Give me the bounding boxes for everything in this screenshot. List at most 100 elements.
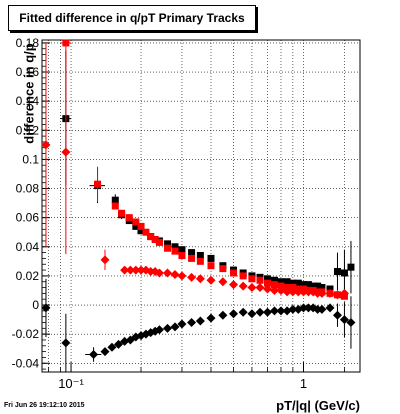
y-tick-label: 0.18 <box>16 36 40 50</box>
data-point <box>247 309 257 319</box>
data-point <box>299 303 309 313</box>
data-point <box>125 214 133 222</box>
y-tick-label: 0.04 <box>16 240 40 254</box>
data-point <box>339 288 349 298</box>
data-point <box>132 218 140 226</box>
data-point <box>147 233 155 241</box>
data-point <box>100 255 110 265</box>
data-point <box>238 281 248 291</box>
data-point <box>288 287 298 297</box>
timestamp: Fri Jun 26 19:12:10 2015 <box>4 402 85 409</box>
data-point <box>154 325 164 335</box>
data-point <box>283 278 291 286</box>
data-point <box>196 252 204 260</box>
data-point <box>111 202 119 210</box>
data-point <box>288 304 298 314</box>
data-point <box>263 275 271 283</box>
data-point <box>100 347 110 357</box>
data-point <box>178 246 186 254</box>
data-point <box>113 339 123 349</box>
data-point <box>177 271 187 281</box>
data-point <box>125 265 135 275</box>
data-point <box>219 265 227 273</box>
data-point <box>163 323 173 333</box>
data-point <box>177 319 187 329</box>
data-point <box>118 209 126 217</box>
data-point <box>304 281 312 289</box>
data-point <box>188 254 196 262</box>
data-point <box>255 283 265 293</box>
data-point <box>207 262 215 270</box>
data-point <box>61 338 71 348</box>
data-point <box>41 303 51 313</box>
data-point <box>318 284 326 292</box>
data-point <box>120 265 130 275</box>
data-point <box>229 309 239 319</box>
y-tick-label: 0 <box>32 298 39 312</box>
data-point <box>206 275 216 285</box>
data-point <box>171 243 179 251</box>
data-point <box>263 279 271 287</box>
data-point <box>218 310 228 320</box>
data-point <box>347 263 355 271</box>
data-point <box>340 269 348 277</box>
data-point <box>229 280 239 290</box>
data-point <box>333 268 341 276</box>
data-point <box>325 303 335 313</box>
data-point <box>262 307 272 317</box>
data-point <box>277 278 285 286</box>
data-point <box>137 222 145 230</box>
data-point <box>276 306 286 316</box>
data-point <box>163 268 173 278</box>
data-point <box>61 147 71 157</box>
data-point <box>294 279 302 287</box>
data-point <box>164 240 172 248</box>
y-tick-label: 0.16 <box>16 65 40 79</box>
data-point <box>309 282 317 290</box>
data-point <box>269 306 279 316</box>
plot-area: -0.04 -0.02 0 0.02 0.04 0.06 0.08 0.1 0.12 0.14 0.… <box>12 36 361 391</box>
data-point <box>151 235 159 243</box>
data-point <box>188 249 196 257</box>
y-tick-label: 0.02 <box>16 269 40 283</box>
data-point <box>239 272 247 280</box>
data-point <box>299 287 309 297</box>
data-point <box>317 304 327 314</box>
data-point <box>300 281 308 289</box>
data-point <box>187 272 197 282</box>
data-point <box>256 276 264 284</box>
data-point <box>289 279 297 287</box>
data-point <box>346 317 356 327</box>
y-tick-label: -0.02 <box>12 327 40 341</box>
data-point <box>142 228 150 236</box>
data-point <box>303 287 313 297</box>
chart-title-box: Fitted difference in q/pT Primary Tracks <box>8 5 256 31</box>
chart-title: Fitted difference in q/pT Primary Tracks <box>19 11 245 25</box>
data-point <box>332 290 342 300</box>
data-point <box>269 285 279 295</box>
data-point <box>270 281 278 289</box>
data-point <box>262 284 272 294</box>
data-point <box>282 287 292 297</box>
data-point <box>155 238 163 246</box>
data-point <box>89 350 99 360</box>
data-point <box>132 222 140 230</box>
x-tick-label: 10⁻¹ <box>58 376 84 391</box>
data-point <box>230 269 238 277</box>
data-point <box>137 227 145 235</box>
data-point <box>206 313 216 323</box>
data-point <box>62 39 70 47</box>
data-point <box>238 307 248 317</box>
data-point <box>303 303 313 313</box>
data-point <box>314 282 322 290</box>
data-point <box>111 196 119 204</box>
data-point <box>187 317 197 327</box>
data-point <box>170 269 180 279</box>
data-point <box>171 247 179 255</box>
data-point <box>218 277 228 287</box>
data-point <box>164 244 172 252</box>
data-point <box>332 310 342 320</box>
y-tick-label: 0.14 <box>16 94 40 108</box>
data-point <box>94 180 102 188</box>
